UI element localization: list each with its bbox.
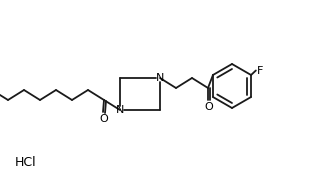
Text: F: F [257, 65, 263, 75]
Text: O: O [100, 114, 108, 124]
Text: N: N [116, 105, 124, 115]
Text: N: N [156, 73, 164, 83]
Text: O: O [205, 102, 213, 112]
Text: HCl: HCl [15, 156, 37, 168]
